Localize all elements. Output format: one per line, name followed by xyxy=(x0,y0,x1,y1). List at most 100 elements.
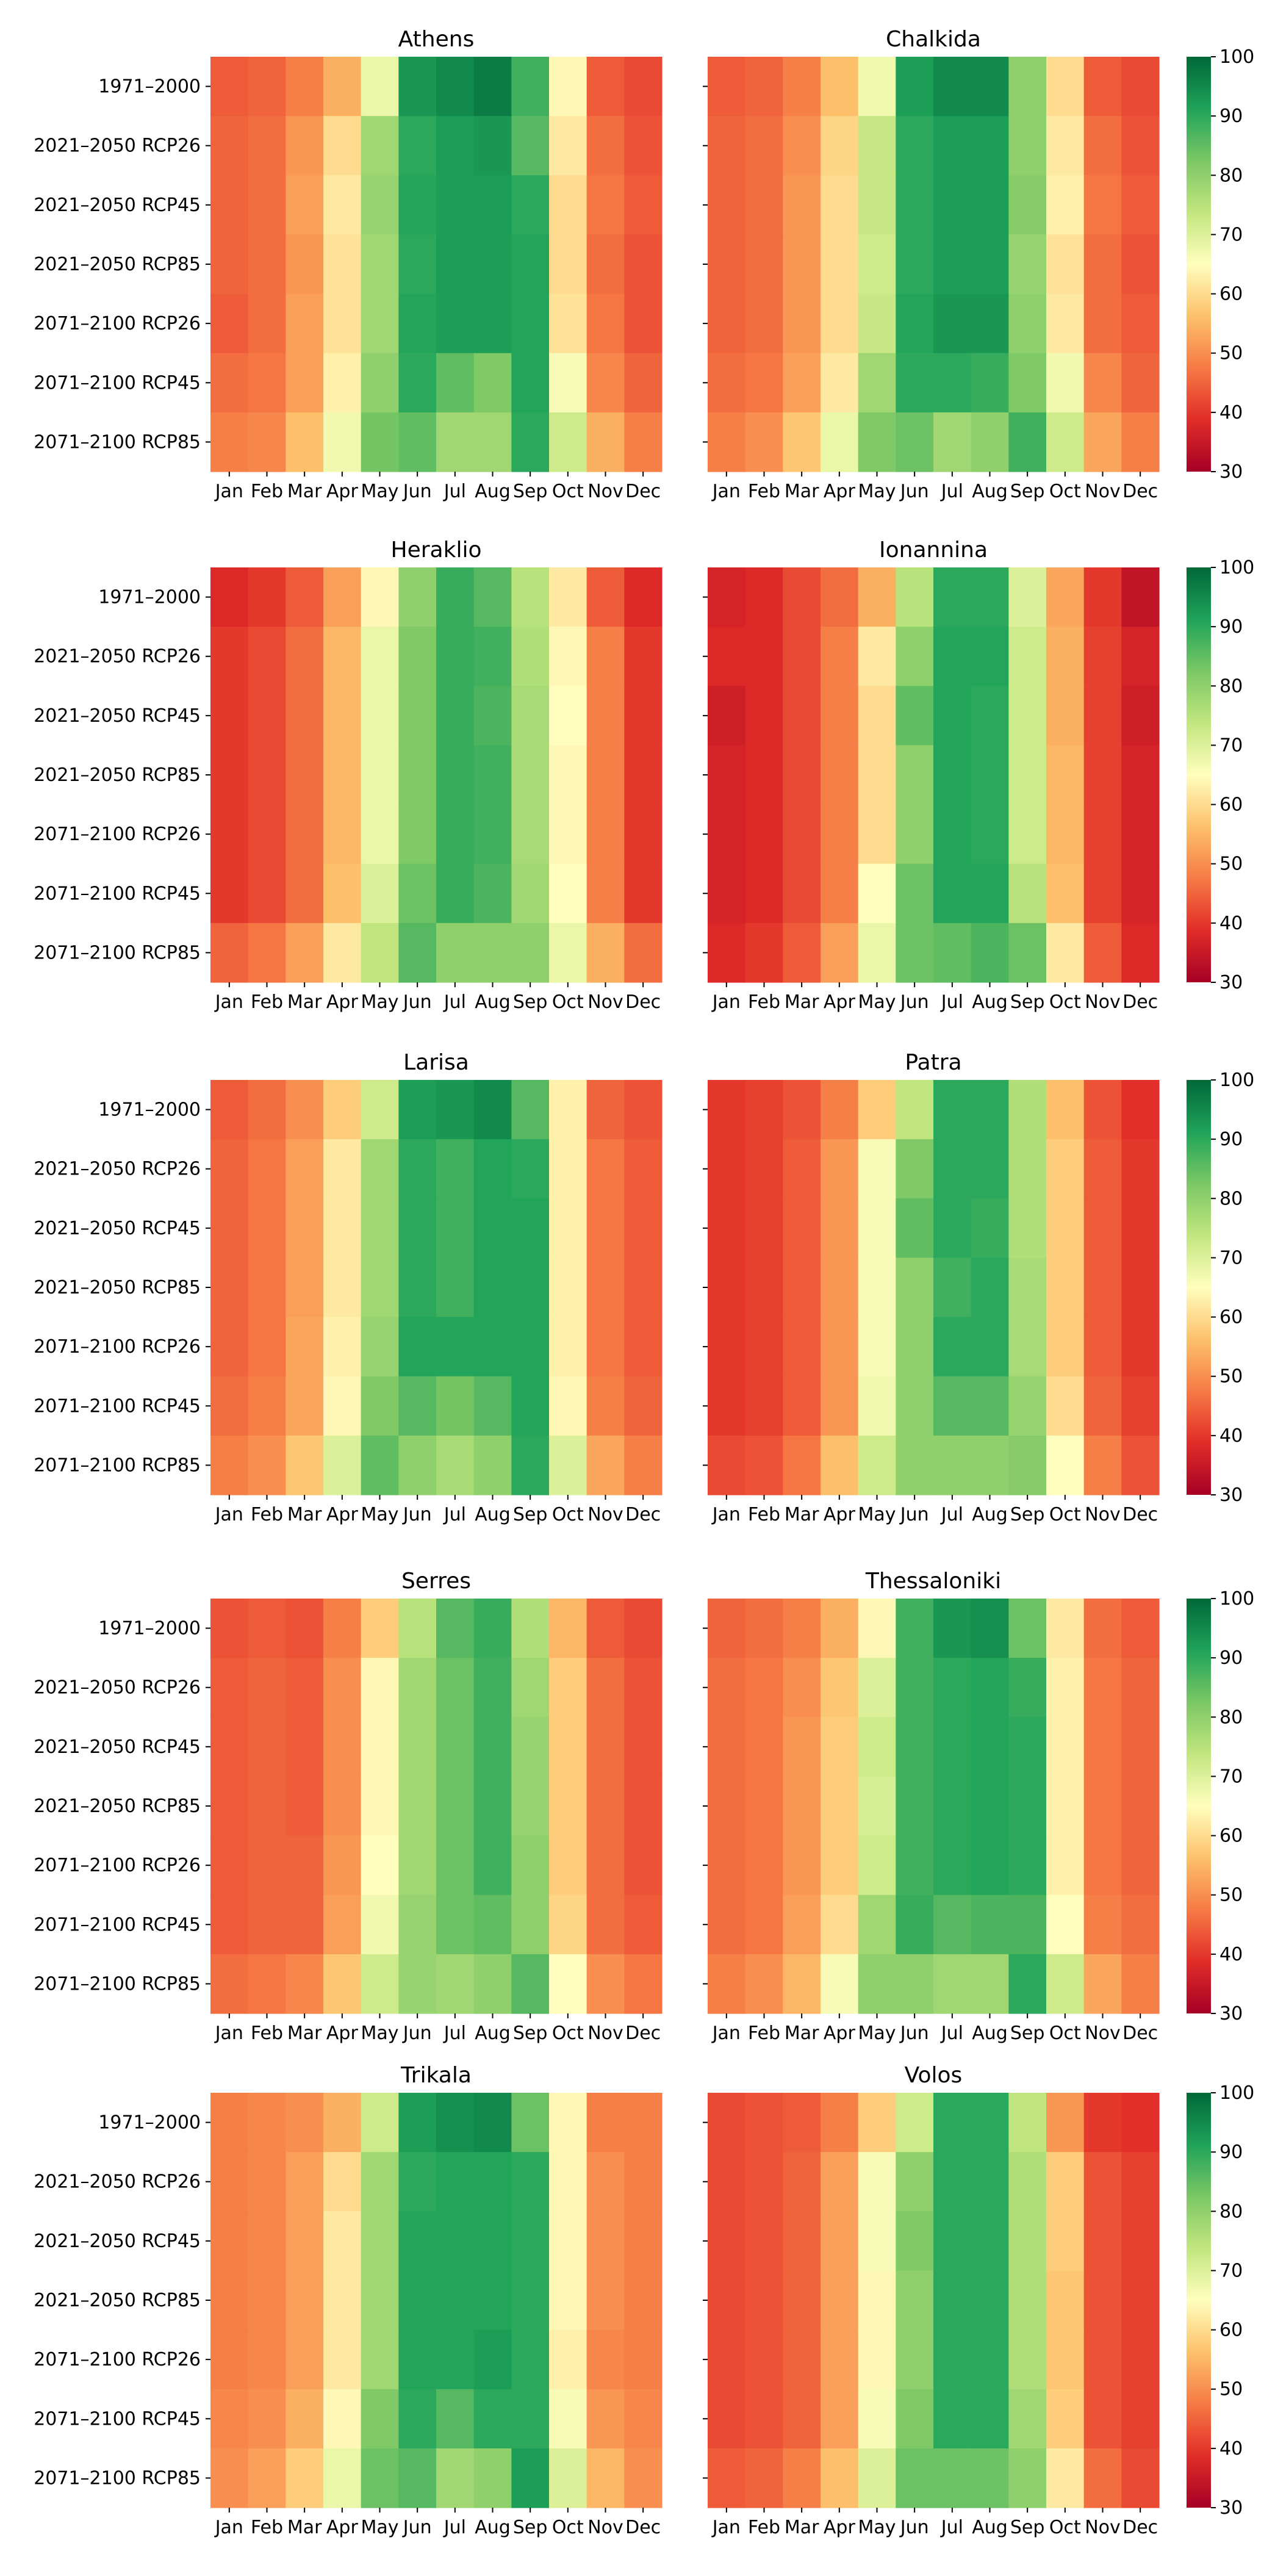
heatmap-cell xyxy=(436,923,475,983)
heatmap-cell xyxy=(511,1599,550,1658)
x-tick-label: May xyxy=(858,1504,896,1525)
heatmap-cell xyxy=(549,1435,587,1495)
x-tick-label: Nov xyxy=(1085,991,1121,1013)
heatmap-cell xyxy=(248,1139,286,1199)
heatmap-cell xyxy=(323,2211,362,2272)
heatmap-cell xyxy=(436,1954,475,2014)
colorbar-tick-label: 90 xyxy=(1219,1647,1243,1669)
heatmap-cell xyxy=(1083,2093,1122,2153)
heatmap-cell xyxy=(708,1599,746,1658)
heatmap-cell xyxy=(745,116,783,176)
x-tick-label: Jul xyxy=(443,2517,466,2538)
heatmap-cell xyxy=(586,293,625,354)
heatmap-cell xyxy=(586,1717,625,1777)
heatmap-cell xyxy=(1121,1658,1160,1718)
heatmap-cell xyxy=(436,2211,475,2272)
heatmap-cell xyxy=(1121,234,1160,295)
heatmap-cell xyxy=(1121,1954,1160,2014)
heatmap-cell xyxy=(511,1717,550,1777)
heatmap-cell xyxy=(398,2211,437,2272)
heatmap-cell xyxy=(398,804,437,865)
heatmap-cell xyxy=(323,1139,362,1199)
heatmap-cell xyxy=(286,863,324,924)
heatmap-cell xyxy=(398,1317,437,1377)
heatmap-cell xyxy=(398,412,437,472)
colorbar-tick-label: 90 xyxy=(1219,106,1243,127)
heatmap-cell xyxy=(745,567,783,627)
heatmap-cell xyxy=(745,353,783,413)
heatmap-cell xyxy=(708,1376,746,1436)
heatmap-cell xyxy=(210,1599,249,1658)
x-tick-label: Jul xyxy=(443,1504,466,1525)
heatmap-cell xyxy=(1083,1257,1122,1318)
x-tick-label: Nov xyxy=(1085,1504,1121,1525)
heatmap-cell xyxy=(624,1599,663,1658)
x-tick-label: Apr xyxy=(824,481,856,502)
heatmap-cell xyxy=(1046,293,1085,354)
heatmap-cell xyxy=(971,234,1009,295)
colorbar-tick-label: 100 xyxy=(1219,1070,1254,1091)
heatmap-cell xyxy=(473,1435,512,1495)
heatmap-cell xyxy=(1083,1894,1122,1955)
heatmap-cell xyxy=(398,686,437,746)
heatmap-cell xyxy=(971,1776,1009,1837)
heatmap-cell xyxy=(549,1717,587,1777)
heatmap-cell xyxy=(624,2448,663,2508)
x-tick-label: Sep xyxy=(1010,2517,1045,2538)
heatmap-cell xyxy=(1008,234,1047,295)
heatmap-cell xyxy=(1121,686,1160,746)
heatmap-cell xyxy=(896,293,934,354)
heatmap-cell xyxy=(398,567,437,627)
x-tick-label: Apr xyxy=(824,2023,856,2044)
heatmap-cell xyxy=(708,175,746,236)
heatmap-cell xyxy=(586,863,625,924)
heatmap-cell xyxy=(286,353,324,413)
heatmap-cell xyxy=(858,2152,896,2212)
colorbar-tick-label: 60 xyxy=(1219,2320,1243,2341)
y-tick-label: 1971–2000 xyxy=(98,1099,201,1121)
x-tick-label: Sep xyxy=(513,481,548,502)
x-tick-label: May xyxy=(361,481,398,502)
heatmap-cell xyxy=(971,686,1009,746)
heatmap-cell xyxy=(624,627,663,686)
x-tick-label: Feb xyxy=(251,481,283,502)
heatmap-cell xyxy=(248,627,286,686)
x-tick-label: Dec xyxy=(625,991,661,1013)
heatmap-cell xyxy=(858,1717,896,1777)
heatmap-cell xyxy=(821,2389,859,2449)
colorbar-tick-label: 80 xyxy=(1219,1707,1243,1728)
heatmap-cell xyxy=(858,1954,896,2014)
heatmap-cell xyxy=(745,2211,783,2272)
heatmap-cell xyxy=(398,116,437,176)
heatmap-cell xyxy=(248,2448,286,2508)
heatmap-panel-larisa: Larisa Jan Feb Mar Apr May Jun Jul Aug Sep Oct Nov D… xyxy=(34,1050,663,1525)
heatmap-cell xyxy=(1046,1376,1085,1436)
heatmap-cell xyxy=(323,2152,362,2212)
x-tick-label: Oct xyxy=(1049,1504,1081,1525)
heatmap-cell xyxy=(783,2152,821,2212)
heatmap-cell xyxy=(398,1599,437,1658)
heatmap-cell xyxy=(248,2093,286,2153)
heatmap-cell xyxy=(398,2389,437,2449)
heatmap-cell xyxy=(745,1835,783,1896)
heatmap-cell xyxy=(708,1717,746,1777)
colorbar: 30 40 50 60 70 80 90 100 xyxy=(1187,557,1254,993)
heatmap-cell xyxy=(1046,175,1085,236)
x-tick-label: Sep xyxy=(513,2023,548,2044)
heatmap-cell xyxy=(821,1198,859,1259)
heatmap-cell xyxy=(361,2152,399,2212)
heatmap-cell xyxy=(473,804,512,865)
heatmap-cell xyxy=(858,175,896,236)
heatmap-cell xyxy=(323,353,362,413)
heatmap-cell xyxy=(745,1257,783,1318)
heatmap-cell xyxy=(286,2448,324,2508)
heatmap-cell xyxy=(1008,293,1047,354)
heatmap-cell xyxy=(361,1435,399,1495)
heatmap-cell xyxy=(1083,2270,1122,2331)
heatmap-cell xyxy=(436,1599,475,1658)
heatmap-cell xyxy=(933,293,972,354)
heatmap-cell xyxy=(436,745,475,805)
heatmap-cell xyxy=(361,293,399,354)
heatmap-cell xyxy=(586,1139,625,1199)
heatmap-cell xyxy=(1121,2448,1160,2508)
